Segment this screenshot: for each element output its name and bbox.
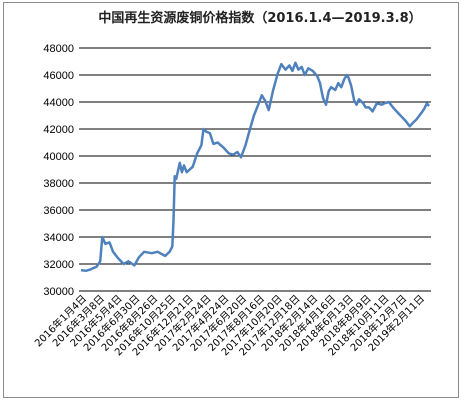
y-tick-label: 34000 xyxy=(43,232,74,244)
y-tick-label: 44000 xyxy=(43,97,74,109)
chart-title: 中国再生资源废铜价格指数（2016.1.4—2019.3.8） xyxy=(98,10,421,26)
y-tick-label: 30000 xyxy=(43,286,74,298)
price-index-line xyxy=(80,61,430,273)
x-axis-ticks: 2016年1月4日2016年3月8日2016年5月4日2016年6月30日201… xyxy=(32,292,427,358)
y-tick-label: 38000 xyxy=(43,178,74,190)
y-tick-label: 48000 xyxy=(43,43,74,55)
grid-layer xyxy=(79,47,431,292)
y-tick-label: 32000 xyxy=(43,259,74,271)
y-tick-label: 36000 xyxy=(43,205,74,217)
y-axis-ticks: 30000 32000 34000 36000 38000 40000 42000 44000… xyxy=(43,43,74,298)
y-tick-label: 40000 xyxy=(43,151,74,163)
series-layer xyxy=(80,61,430,273)
y-tick-label: 46000 xyxy=(43,70,74,82)
y-tick-label: 42000 xyxy=(43,124,74,136)
chart-frame xyxy=(3,2,459,398)
